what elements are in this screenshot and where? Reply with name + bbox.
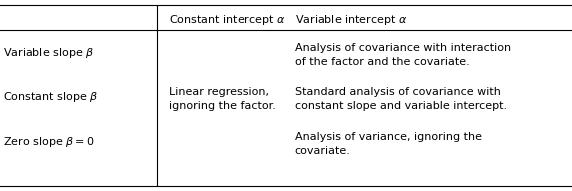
Text: Linear regression,: Linear regression, (169, 87, 269, 97)
Text: Variable intercept $\alpha$: Variable intercept $\alpha$ (295, 13, 407, 27)
Text: covariate.: covariate. (295, 146, 351, 156)
Text: Constant slope $\beta$: Constant slope $\beta$ (3, 90, 98, 104)
Text: Constant intercept $\alpha$: Constant intercept $\alpha$ (169, 13, 285, 27)
Text: of the factor and the covariate.: of the factor and the covariate. (295, 57, 470, 67)
Text: Zero slope $\beta = 0$: Zero slope $\beta = 0$ (3, 135, 94, 149)
Text: ignoring the factor.: ignoring the factor. (169, 101, 276, 111)
Text: Analysis of covariance with interaction: Analysis of covariance with interaction (295, 43, 511, 53)
Text: Analysis of variance, ignoring the: Analysis of variance, ignoring the (295, 132, 482, 142)
Text: constant slope and variable intercept.: constant slope and variable intercept. (295, 101, 507, 111)
Text: Standard analysis of covariance with: Standard analysis of covariance with (295, 87, 500, 97)
Text: Variable slope $\beta$: Variable slope $\beta$ (3, 46, 94, 61)
